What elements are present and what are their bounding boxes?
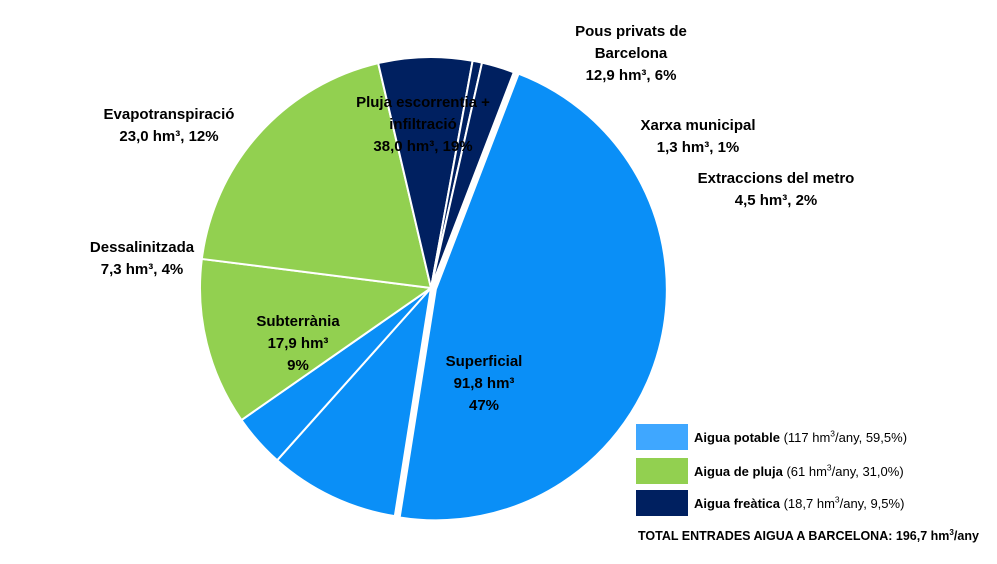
pie-slice-subterrania: [275, 284, 433, 518]
slice-label-pous-privats: Pous privats de Barcelona 12,9 hm³, 6%: [575, 23, 687, 84]
legend-label: Aigua potable (117 hm3/any, 59,5%): [694, 428, 908, 445]
pie-slices: [199, 56, 668, 522]
legend-item-aigua-potable: Aigua potable (117 hm3/any, 59,5%): [636, 424, 976, 450]
slice-label-dessalinitzada: Dessalinitzada 7,3 hm³, 4%: [90, 239, 195, 278]
legend-label: Aigua freàtica (18,7 hm3/any, 9,5%): [694, 494, 905, 511]
legend-swatch: [636, 490, 688, 516]
legend-label: Aigua de pluja (61 hm3/any, 31,0%): [694, 462, 904, 479]
slice-label-evapotranspiracio: Evapotranspiració 23,0 hm³, 12%: [104, 106, 235, 145]
pie-slice-superficial: [398, 72, 668, 522]
legend-item-aigua-de-pluja: Aigua de pluja (61 hm3/any, 31,0%): [636, 458, 976, 484]
slice-label-xarxa-municipal: Xarxa municipal 1,3 hm³, 1%: [640, 117, 755, 156]
pie-slice-evapotranspiracio: [199, 257, 434, 422]
pie-slice-extraccions-metro: [430, 61, 516, 289]
legend-swatch: [636, 458, 688, 484]
slice-label-pluja-escorrentia: Pluja escorrentia + infiltració 38,0 hm³, …: [356, 94, 490, 155]
slice-label-superficial: Superficial 91,8 hm³ 47%: [446, 353, 523, 414]
legend-item-aigua-freatica: Aigua freàtica (18,7 hm3/any, 9,5%): [636, 490, 976, 516]
pie-slice-pluja-escorrentia: [200, 61, 433, 290]
slice-label-subterrania: Subterrània 17,9 hm³ 9%: [256, 313, 340, 374]
total-label: TOTAL ENTRADES AIGUA A BARCELONA: 196,7 …: [638, 527, 979, 543]
slice-label-extraccions-metro: Extraccions del metro 4,5 hm³, 2%: [698, 170, 855, 209]
slice-labels: Superficial 91,8 hm³ 47% Subterrània 17,9 hm…: [90, 23, 854, 414]
legend-swatch: [636, 424, 688, 450]
